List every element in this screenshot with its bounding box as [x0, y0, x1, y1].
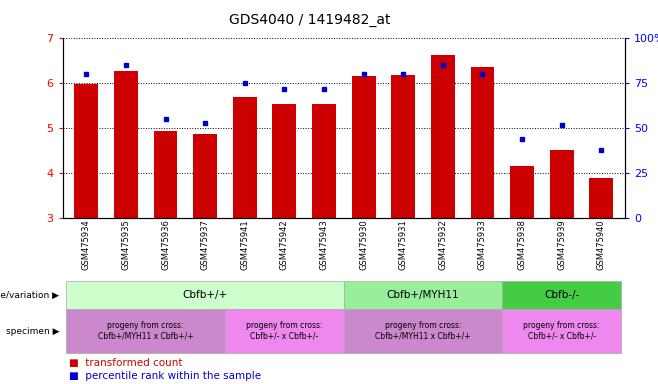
Bar: [352, 76, 376, 218]
Bar: [431, 55, 455, 218]
Bar: [114, 71, 138, 218]
Text: ■  transformed count: ■ transformed count: [69, 358, 182, 368]
Bar: [153, 131, 178, 218]
Bar: [392, 75, 415, 218]
Text: specimen ▶: specimen ▶: [6, 327, 59, 336]
Bar: [550, 150, 574, 218]
Text: progeny from cross:
Cbfb+/- x Cbfb+/-: progeny from cross: Cbfb+/- x Cbfb+/-: [246, 321, 322, 341]
Text: GDS4040 / 1419482_at: GDS4040 / 1419482_at: [228, 13, 390, 27]
Text: progeny from cross:
Cbfb+/MYH11 x Cbfb+/+: progeny from cross: Cbfb+/MYH11 x Cbfb+/…: [375, 321, 471, 341]
Bar: [312, 104, 336, 218]
Text: Cbfb-/-: Cbfb-/-: [544, 290, 580, 300]
Text: ■  percentile rank within the sample: ■ percentile rank within the sample: [69, 371, 261, 381]
Text: Cbfb+/MYH11: Cbfb+/MYH11: [387, 290, 459, 300]
Bar: [510, 166, 534, 218]
Bar: [470, 67, 494, 218]
Text: progeny from cross:
Cbfb+/- x Cbfb+/-: progeny from cross: Cbfb+/- x Cbfb+/-: [524, 321, 600, 341]
Bar: [590, 178, 613, 218]
Bar: [233, 97, 257, 218]
Text: genotype/variation ▶: genotype/variation ▶: [0, 291, 59, 300]
Bar: [74, 84, 98, 218]
Text: progeny from cross:
Cbfb+/MYH11 x Cbfb+/+: progeny from cross: Cbfb+/MYH11 x Cbfb+/…: [98, 321, 193, 341]
Bar: [272, 104, 296, 218]
Text: Cbfb+/+: Cbfb+/+: [182, 290, 228, 300]
Bar: [193, 134, 217, 218]
